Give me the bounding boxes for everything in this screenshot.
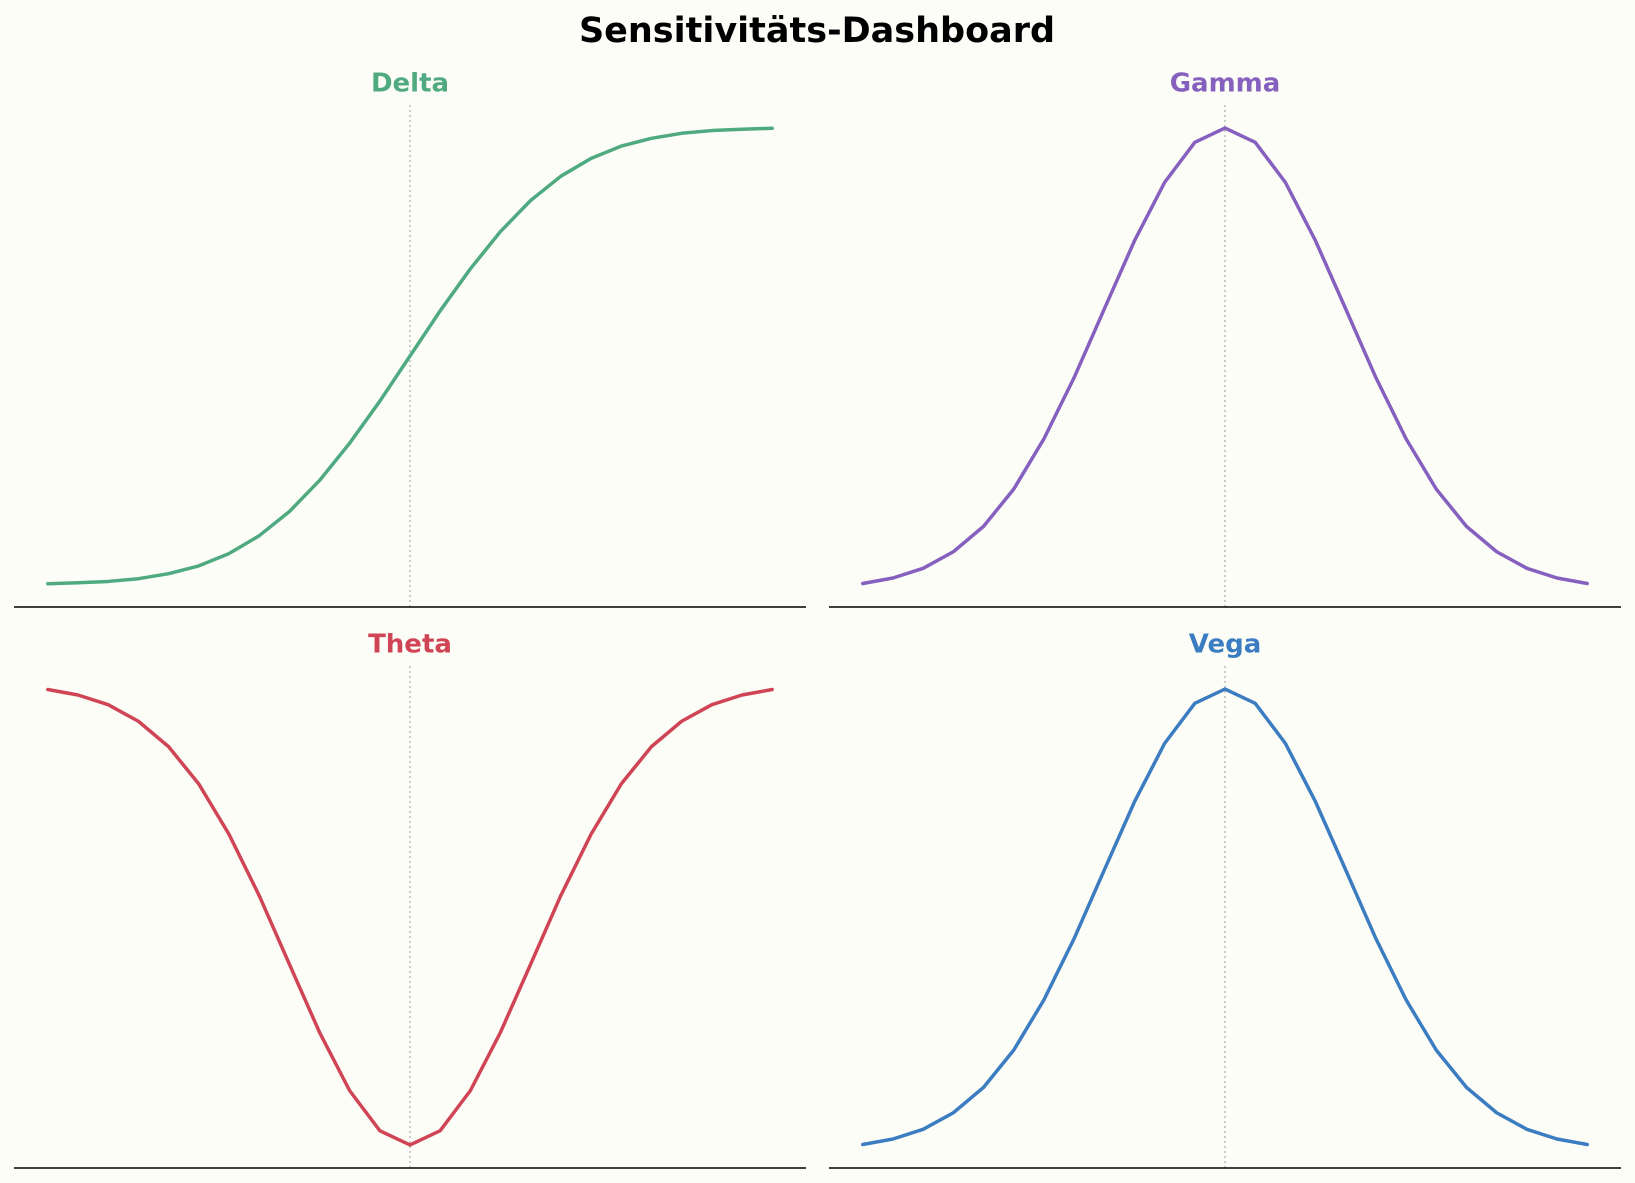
curve [861, 687, 1589, 1147]
curve [861, 126, 1589, 586]
panel-title: Gamma [1170, 69, 1281, 99]
panel-title: Theta [368, 630, 452, 660]
dashboard-title: Sensitivitäts-Dashboard [579, 11, 1055, 51]
curve [46, 687, 774, 1147]
panel-title: Delta [371, 69, 449, 99]
panel-title: Vega [1189, 630, 1262, 660]
curve [46, 126, 774, 586]
